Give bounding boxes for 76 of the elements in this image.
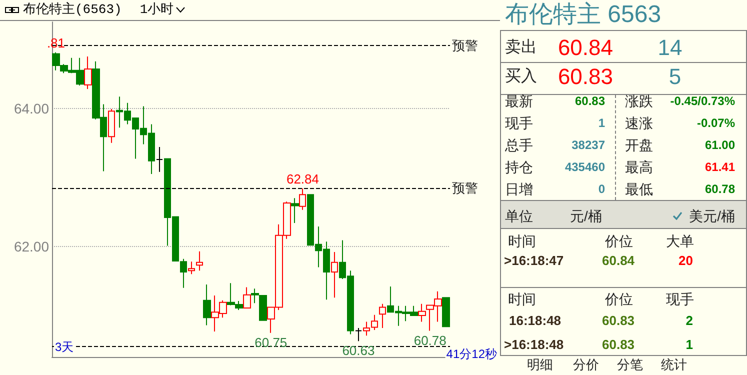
text: 61.41 — [704, 160, 735, 174]
text: 价位 — [605, 232, 633, 249]
text: 明细 — [527, 357, 553, 372]
annotation: .81 — [46, 35, 66, 50]
text: 开盘 — [625, 136, 653, 153]
y-tick-label: 62.00 — [14, 238, 50, 254]
candlestick — [355, 327, 362, 342]
text: 60.84 — [602, 253, 635, 268]
text: 2 — [686, 313, 693, 328]
chart-title: 布伦特主(6563) — [23, 1, 122, 19]
text: 14 — [658, 34, 682, 60]
text: 统计 — [661, 357, 687, 372]
ref-line-label: 预警 — [452, 38, 478, 53]
candlestick — [291, 198, 299, 224]
text: 涨跌 — [625, 92, 653, 109]
y-tick-label: 64.00 — [14, 100, 50, 116]
candlestick — [331, 252, 338, 298]
candlestick — [243, 286, 251, 308]
candlestick — [156, 146, 163, 172]
text: 60.78 — [704, 182, 735, 196]
text: -0.45/0.73% — [670, 94, 735, 108]
text: 38237 — [572, 138, 605, 152]
ref-line-label: 预警 — [452, 180, 478, 196]
text: 16:18:48 — [509, 313, 562, 328]
candlestick — [299, 188, 306, 210]
text: 最新 — [505, 92, 533, 109]
text: 435460 — [564, 160, 605, 174]
text: 61.00 — [704, 138, 735, 152]
text: 价位 — [605, 290, 633, 307]
text: 分笔 — [617, 357, 643, 372]
text: -0.07% — [696, 116, 735, 130]
candlestick — [84, 56, 92, 90]
text: 布伦特主 6563 — [505, 1, 662, 29]
text: >16:18:48 — [504, 337, 564, 352]
text: 单位 — [505, 208, 533, 224]
candlestick — [418, 303, 426, 322]
text: 卖出 — [505, 39, 537, 56]
chart-subtitle: 1小时 — [140, 1, 174, 19]
text: 速涨 — [625, 114, 653, 131]
text: 分价 — [573, 357, 599, 372]
text: 买入 — [505, 68, 537, 86]
text: 最低 — [625, 180, 653, 197]
text: >16:18:47 — [504, 253, 564, 268]
text: 1 — [686, 337, 693, 352]
candlestick — [203, 284, 211, 326]
text: 0 — [598, 182, 605, 196]
text: 时间 — [508, 232, 536, 249]
text: 60.83 — [602, 313, 635, 328]
text: 60.83 — [602, 337, 635, 352]
candlestick — [442, 297, 450, 328]
text: 20 — [678, 253, 693, 268]
text: 现手 — [666, 290, 695, 308]
text: 最高 — [625, 158, 653, 175]
text: 日增 — [505, 180, 533, 197]
annotation: 41分12秒 — [446, 347, 498, 361]
annotation: 60.63 — [342, 343, 375, 358]
text: 60.83 — [558, 64, 613, 89]
text: 1 — [598, 116, 605, 130]
text: 5 — [668, 64, 682, 90]
candlestick — [379, 303, 386, 328]
candlestick — [188, 261, 195, 275]
text: 大单 — [666, 232, 695, 250]
text: 60.83 — [574, 94, 605, 108]
annotation: 62.84 — [286, 171, 320, 186]
text: 元/桶 — [570, 208, 603, 225]
text: 美元/桶 — [688, 208, 735, 225]
candlestick — [108, 108, 115, 144]
text: 持仓 — [505, 158, 533, 175]
annotation: 60.78 — [414, 332, 446, 348]
text: 60.84 — [558, 34, 613, 60]
candlestick — [196, 250, 203, 272]
text: 时间 — [508, 290, 536, 307]
annotation: 60.75 — [254, 334, 288, 350]
text: 现手 — [505, 114, 533, 131]
text: 总手 — [505, 136, 533, 153]
annotation: 3天 — [55, 340, 74, 354]
